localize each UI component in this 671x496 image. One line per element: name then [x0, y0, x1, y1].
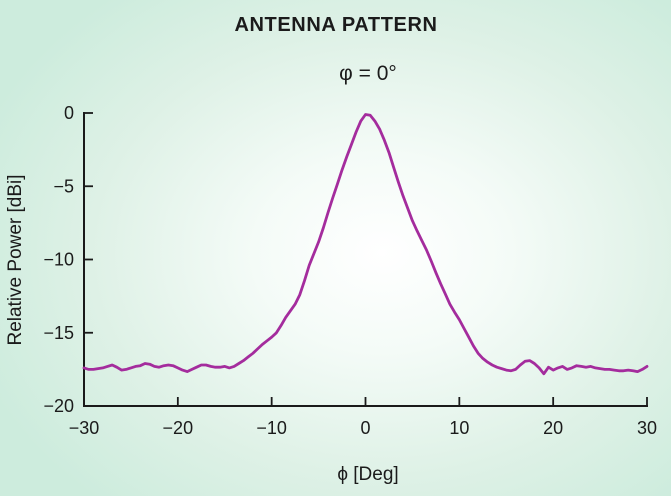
x-tick-label: 0: [360, 418, 370, 438]
tick-labels: −30 −20 −10 0 10 20 300−5−10−15−20: [43, 103, 657, 438]
tick-marks: [83, 112, 648, 407]
x-tick-label: 20: [543, 418, 563, 438]
x-tick-label: 30: [637, 418, 657, 438]
chart-title: ANTENNA PATTERN: [234, 14, 437, 36]
chart-subtitle: φ = 0°: [339, 62, 397, 85]
axes: [83, 112, 648, 407]
x-tick-label: 10: [449, 418, 469, 438]
x-tick-label: −30: [69, 418, 100, 438]
y-tick-label: −5: [53, 176, 74, 196]
y-tick-label: 0: [64, 103, 74, 123]
x-tick-label: −20: [163, 418, 194, 438]
y-axis-label: Relative Power [dBi]: [5, 174, 26, 345]
y-tick-label: −10: [43, 250, 74, 270]
y-tick-label: −15: [43, 323, 74, 343]
antenna-pattern-curve: [82, 113, 649, 376]
y-tick-label: −20: [43, 396, 74, 416]
x-axis-label: ϕ [Deg]: [337, 464, 398, 485]
x-tick-label: −10: [256, 418, 287, 438]
